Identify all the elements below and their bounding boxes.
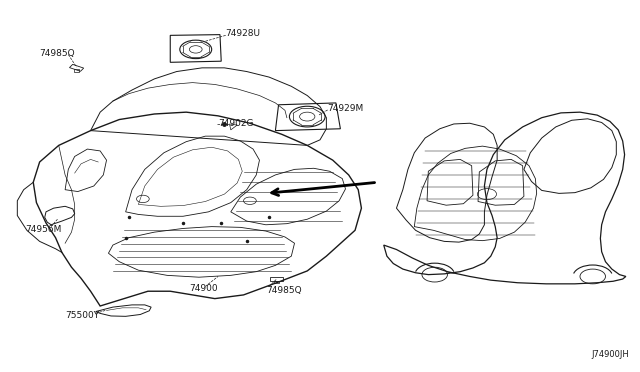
Text: 74900: 74900 bbox=[189, 284, 218, 293]
Text: 74929M: 74929M bbox=[328, 104, 364, 113]
Bar bbox=[74, 69, 79, 72]
Bar bbox=[270, 277, 283, 281]
Bar bbox=[274, 280, 279, 283]
Text: 74928U: 74928U bbox=[226, 29, 260, 38]
Text: 74985Q: 74985Q bbox=[266, 286, 301, 295]
Text: 75500Y: 75500Y bbox=[65, 311, 99, 320]
Text: 74985Q: 74985Q bbox=[40, 49, 76, 58]
Text: 74956M: 74956M bbox=[26, 225, 62, 234]
Text: 74902G: 74902G bbox=[218, 119, 253, 128]
Bar bbox=[70, 64, 84, 71]
Text: J74900JH: J74900JH bbox=[591, 350, 629, 359]
